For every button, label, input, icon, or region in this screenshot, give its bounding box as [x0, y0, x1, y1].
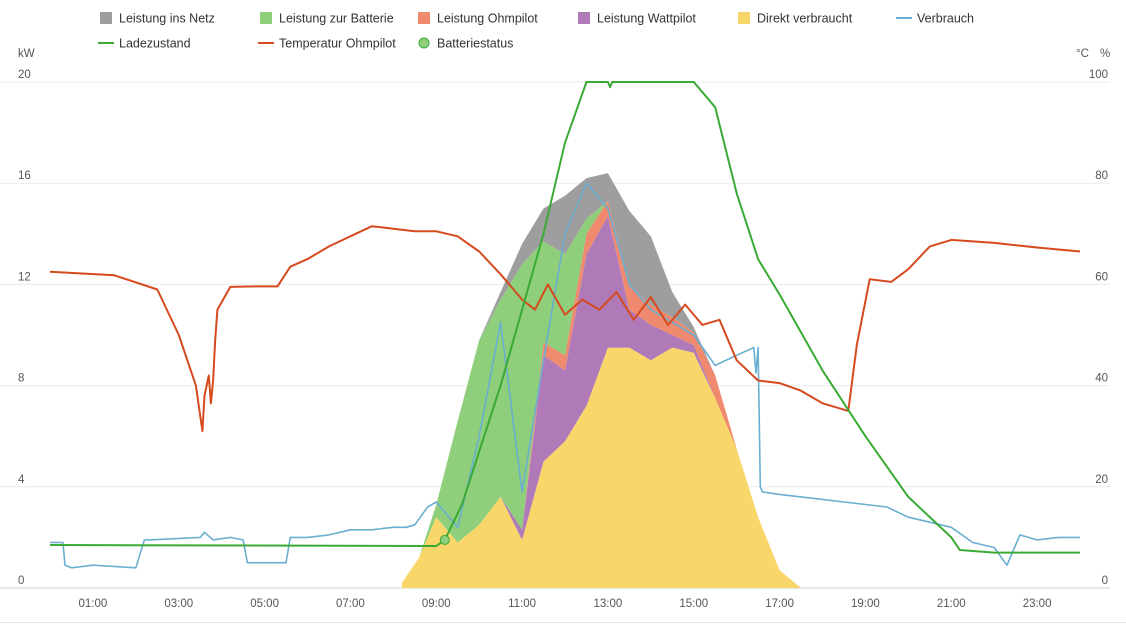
- legend-label: Leistung ins Netz: [119, 12, 215, 26]
- y-left-tick-label: 8: [18, 373, 24, 385]
- line-verbrauch: [50, 182, 1080, 569]
- y-left-tick-label: 16: [18, 170, 31, 182]
- legend-item-wattpilot[interactable]: Leistung Wattpilot: [578, 12, 696, 26]
- legend-label: Leistung Ohmpilot: [437, 12, 538, 26]
- legend-label: Batteriestatus: [437, 37, 513, 51]
- stacked-areas: [401, 173, 801, 588]
- x-tick-label: 23:00: [1023, 598, 1052, 610]
- x-tick-label: 11:00: [508, 598, 536, 610]
- line-temperatur: [49, 225, 1081, 433]
- y-left-tick-label: 20: [18, 69, 31, 81]
- y-left-tick-label: 0: [18, 575, 24, 587]
- legend-label: Temperatur Ohmpilot: [279, 37, 396, 51]
- x-tick-label: 13:00: [594, 598, 623, 610]
- legend-label: Leistung Wattpilot: [597, 12, 696, 26]
- legend-item-ohmpilot[interactable]: Leistung Ohmpilot: [418, 12, 538, 26]
- chart-axes: 0 4 8 12 16 20 0 20 40 60 80 100 kW °C % 01:00 03:00 05:0…: [18, 48, 1110, 610]
- x-tick-label: 21:00: [937, 598, 966, 610]
- y-right-tick-label: 60: [1095, 271, 1108, 283]
- legend-swatch: [578, 12, 590, 24]
- x-tick-label: 19:00: [851, 598, 880, 610]
- y-right-unit-celsius: °C: [1076, 48, 1089, 60]
- legend-swatch: [100, 12, 112, 24]
- y-left-tick-label: 4: [18, 474, 25, 486]
- legend-swatch: [260, 12, 272, 24]
- area-wattpilot: [401, 216, 801, 588]
- y-right-tick-label: 0: [1102, 575, 1108, 587]
- x-tick-label: 09:00: [422, 598, 451, 610]
- y-left-tick-label: 12: [18, 271, 31, 283]
- legend-item-temperatur[interactable]: Temperatur Ohmpilot: [258, 37, 396, 51]
- series-lines: [49, 81, 1081, 569]
- legend-label: Direkt verbraucht: [757, 12, 853, 26]
- area-batterie: [401, 200, 801, 588]
- line-ladezustand: [49, 81, 1080, 554]
- legend-swatch: [418, 37, 430, 49]
- legend-swatch: [418, 12, 430, 24]
- y-right-tick-label: 100: [1089, 69, 1108, 81]
- x-tick-label: 07:00: [336, 598, 365, 610]
- legend-item-verbrauch[interactable]: Verbrauch: [896, 12, 974, 26]
- legend-label: Leistung zur Batterie: [279, 12, 394, 26]
- x-tick-label: 17:00: [765, 598, 794, 610]
- legend-label: Ladezustand: [119, 37, 191, 51]
- legend-swatch: [738, 12, 750, 24]
- legend-item-ladezustand[interactable]: Ladezustand: [98, 37, 191, 51]
- x-tick-label: 15:00: [679, 598, 708, 610]
- legend-item-direkt[interactable]: Direkt verbraucht: [738, 12, 853, 26]
- batteriestatus-point[interactable]: [439, 534, 450, 545]
- y-left-unit: kW: [18, 48, 35, 60]
- bottom-divider: [0, 622, 1126, 623]
- x-tick-label: 03:00: [164, 598, 193, 610]
- legend-item-batterie[interactable]: Leistung zur Batterie: [260, 12, 394, 26]
- y-right-tick-label: 40: [1095, 373, 1108, 385]
- y-right-tick-label: 20: [1095, 474, 1108, 486]
- x-tick-label: 05:00: [250, 598, 279, 610]
- y-right-tick-label: 80: [1095, 170, 1108, 182]
- legend-item-netz[interactable]: Leistung ins Netz: [100, 12, 215, 26]
- chart-legend: Leistung ins Netz Leistung zur Batterie Le…: [98, 12, 974, 51]
- legend-label: Verbrauch: [917, 12, 974, 26]
- y-right-unit-percent: %: [1100, 48, 1110, 60]
- legend-item-batteriestatus[interactable]: Batteriestatus: [418, 37, 513, 51]
- area-direkt: [401, 347, 801, 588]
- x-tick-label: 01:00: [79, 598, 108, 610]
